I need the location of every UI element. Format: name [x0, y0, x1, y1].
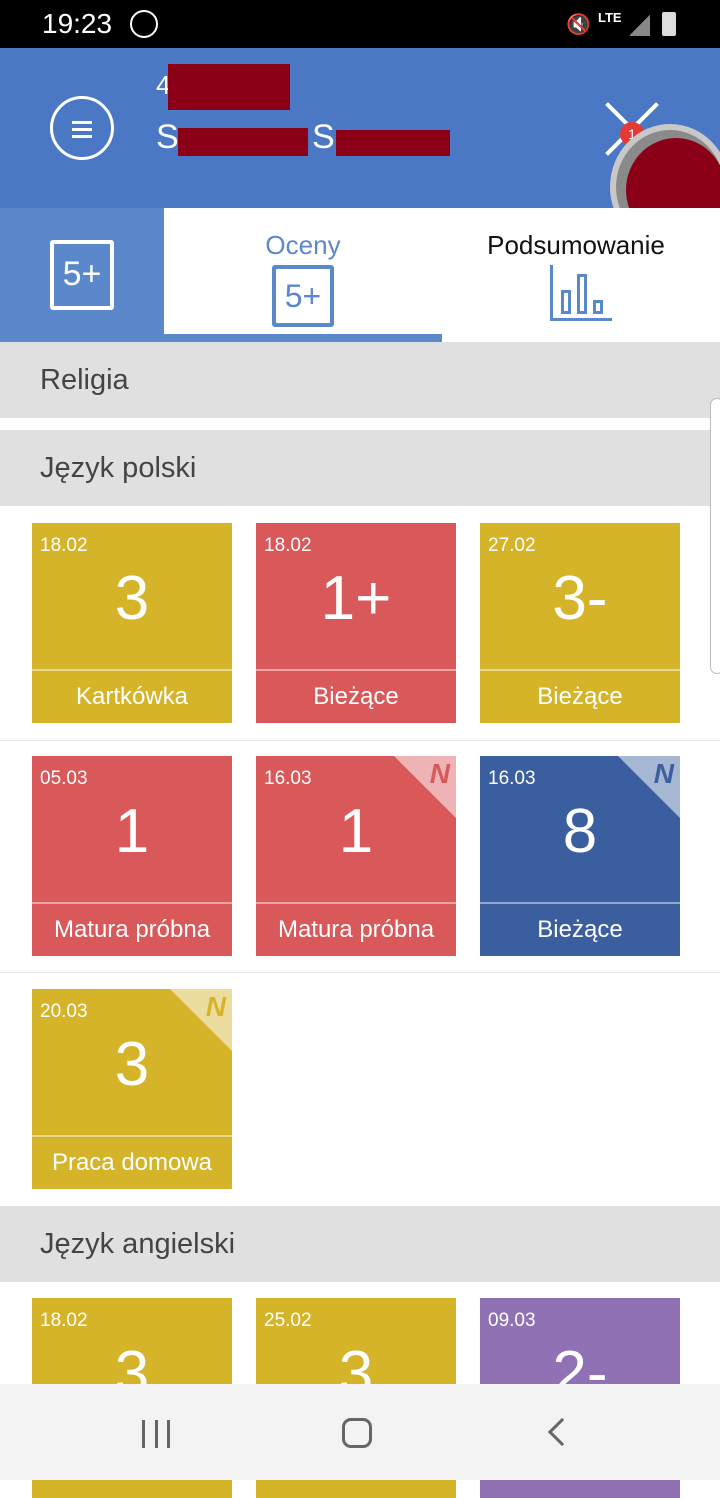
status-bar: 19:23 🔇 LTE	[0, 0, 720, 48]
bar-chart-icon	[550, 265, 612, 321]
tab-oceny[interactable]: Oceny 5+	[164, 208, 442, 342]
grade-value: 1	[114, 797, 150, 866]
app-header	[0, 48, 720, 208]
new-marker-icon: N	[429, 758, 450, 789]
grade-category: Bieżące	[480, 902, 680, 956]
grade-value: 3-	[552, 564, 608, 633]
new-marker-icon: N	[205, 991, 226, 1022]
clock: 19:23	[42, 8, 113, 39]
grade-date: 20.03	[40, 1001, 88, 1022]
grade-tile[interactable]: 27.02 3- Bieżące	[480, 523, 680, 723]
new-marker-icon: N	[653, 758, 674, 789]
new-grade-corner	[170, 989, 232, 1051]
grade-category: Kartkówka	[32, 669, 232, 723]
menu-button[interactable]	[50, 96, 114, 160]
grade-date: 25.02	[264, 1310, 312, 1331]
grade-tile[interactable]: 20.03 3 Praca domowa N	[32, 989, 232, 1189]
recent-apps-button[interactable]	[142, 1420, 170, 1448]
grade-category: Matura próbna	[256, 902, 456, 956]
grade-category: Praca domowa	[32, 1135, 232, 1189]
class-label: 4	[156, 70, 171, 100]
divider	[0, 740, 720, 741]
grade-date: 18.02	[264, 535, 312, 556]
student-name-initial: S	[156, 118, 179, 156]
home-button[interactable]	[342, 1418, 372, 1448]
grade-sheet-icon: 5+	[50, 240, 114, 310]
grade-value: 3	[114, 1030, 150, 1099]
system-nav-bar	[0, 1384, 720, 1480]
grade-date: 18.02	[40, 1310, 88, 1331]
messenger-icon	[130, 10, 158, 38]
tab-bar: Oceny 5+ Podsumowanie	[164, 208, 720, 342]
student-surname-initial: S	[312, 118, 335, 156]
new-grade-corner	[394, 756, 456, 818]
scrollbar[interactable]	[710, 398, 720, 674]
mute-icon: 🔇	[566, 14, 591, 36]
grade-value: 8	[562, 797, 598, 866]
grade-tile[interactable]: 05.03 1 Matura próbna	[32, 756, 232, 956]
grade-date: 18.02	[40, 535, 88, 556]
grade-date: 27.02	[488, 535, 536, 556]
grade-category: Bieżące	[256, 669, 456, 723]
divider	[0, 972, 720, 973]
grade-date: 09.03	[488, 1310, 536, 1331]
grade-tile[interactable]: 16.03 8 Bieżące N	[480, 756, 680, 956]
grade-value: 3	[114, 564, 150, 633]
grade-category: Bieżące	[480, 669, 680, 723]
subject-jezyk-polski[interactable]: Język polski	[0, 430, 720, 506]
grade-tile[interactable]: 16.03 1 Matura próbna N	[256, 756, 456, 956]
battery-icon	[662, 12, 676, 36]
grade-date: 05.03	[40, 768, 88, 789]
grade-category: Matura próbna	[32, 902, 232, 956]
back-button[interactable]	[547, 1417, 577, 1447]
grades-view-button[interactable]: 5+	[0, 208, 164, 342]
grade-tile[interactable]: 18.02 1+ Bieżące	[256, 523, 456, 723]
grade-date: 16.03	[488, 768, 536, 789]
lte-icon: LTE	[598, 10, 622, 25]
subject-jezyk-angielski[interactable]: Język angielski	[0, 1206, 720, 1282]
grade-tile[interactable]: 18.02 3 Kartkówka	[32, 523, 232, 723]
grade-sheet-icon: 5+	[272, 265, 334, 327]
redaction	[168, 64, 290, 110]
new-grade-corner	[618, 756, 680, 818]
signal-icon	[630, 14, 650, 36]
redaction	[178, 128, 308, 156]
tab-podsumowanie[interactable]: Podsumowanie	[442, 208, 720, 342]
grade-value: 1+	[320, 564, 392, 633]
grade-date: 16.03	[264, 768, 312, 789]
redaction	[336, 130, 450, 156]
subject-religia[interactable]: Religia	[0, 342, 720, 418]
grade-value: 1	[338, 797, 374, 866]
